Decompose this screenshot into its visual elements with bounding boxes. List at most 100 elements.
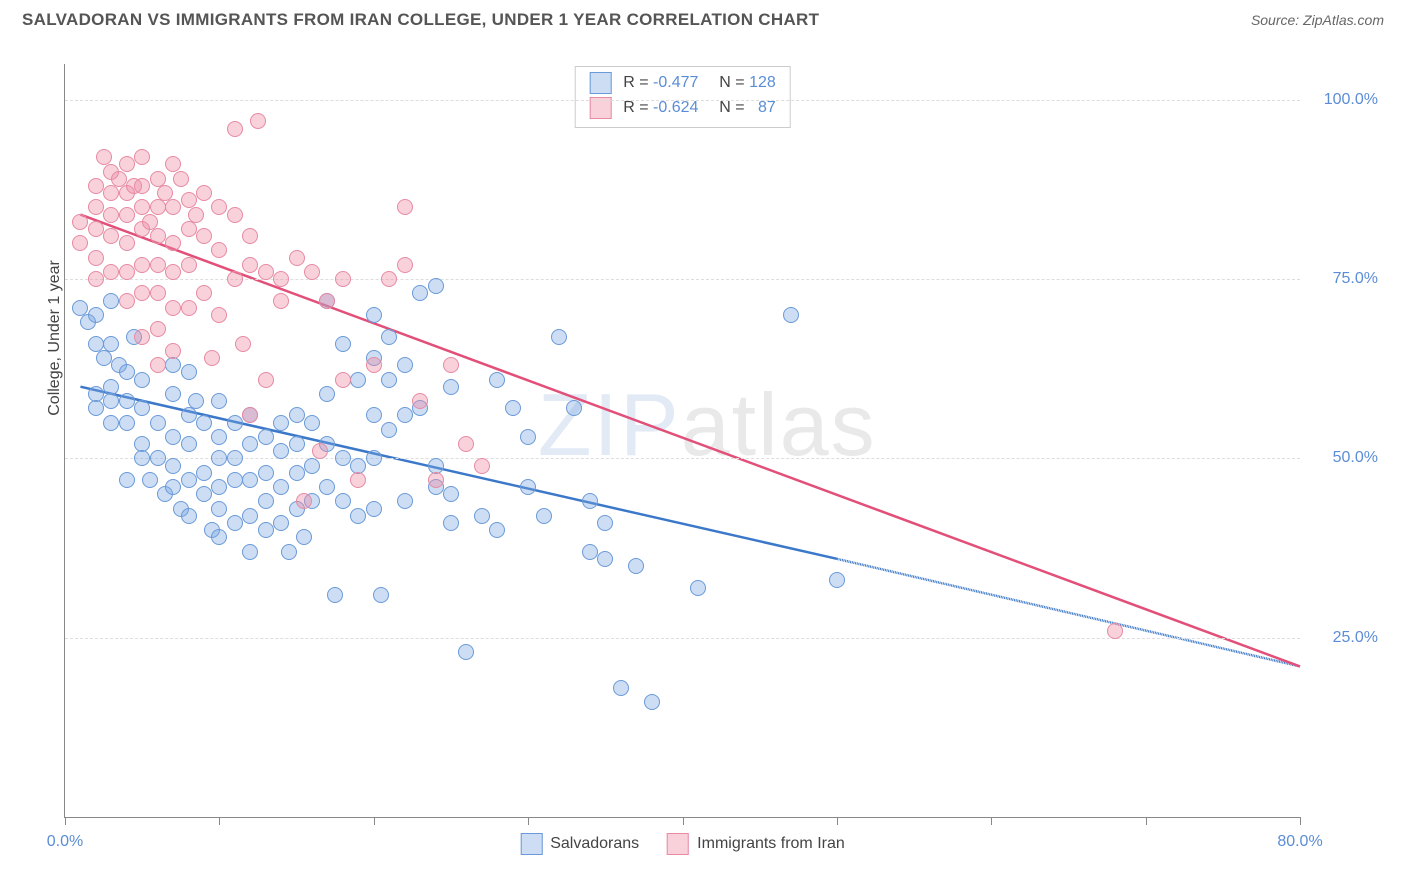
data-point-salvadorans [196,465,212,481]
data-point-salvadorans [273,515,289,531]
data-point-salvadorans [242,436,258,452]
data-point-salvadorans [165,386,181,402]
data-point-salvadorans [273,479,289,495]
data-point-salvadorans [335,336,351,352]
data-point-iran [196,285,212,301]
data-point-salvadorans [597,515,613,531]
data-point-iran [134,257,150,273]
data-point-salvadorans [211,501,227,517]
data-point-iran [289,250,305,266]
data-point-salvadorans [188,393,204,409]
data-point-iran [474,458,490,474]
x-tick [683,817,684,825]
y-tick-label: 100.0% [1308,91,1378,109]
data-point-salvadorans [335,450,351,466]
data-point-salvadorans [211,450,227,466]
data-point-salvadorans [381,422,397,438]
data-point-iran [150,321,166,337]
data-point-salvadorans [181,508,197,524]
data-point-salvadorans [327,587,343,603]
data-point-salvadorans [227,515,243,531]
data-point-salvadorans [443,379,459,395]
source-label: Source: ZipAtlas.com [1251,12,1384,28]
data-point-iran [134,285,150,301]
data-point-iran [250,113,266,129]
data-point-salvadorans [134,400,150,416]
gridline [65,458,1300,459]
chart-title: SALVADORAN VS IMMIGRANTS FROM IRAN COLLE… [22,10,819,30]
data-point-iran [366,357,382,373]
data-point-salvadorans [281,544,297,560]
data-point-salvadorans [165,357,181,373]
data-point-iran [428,472,444,488]
data-point-salvadorans [289,407,305,423]
data-point-salvadorans [489,372,505,388]
y-tick-label: 25.0% [1308,629,1378,647]
data-point-salvadorans [520,429,536,445]
data-point-iran [443,357,459,373]
data-point-salvadorans [134,372,150,388]
data-point-salvadorans [335,493,351,509]
data-point-iran [211,242,227,258]
data-point-salvadorans [227,472,243,488]
x-tick [837,817,838,825]
data-point-salvadorans [566,400,582,416]
data-point-salvadorans [397,407,413,423]
data-point-iran [165,199,181,215]
data-point-salvadorans [88,307,104,323]
data-point-salvadorans [783,307,799,323]
data-point-salvadorans [196,415,212,431]
data-point-salvadorans [458,644,474,660]
data-point-salvadorans [296,529,312,545]
data-point-iran [1107,623,1123,639]
data-point-iran [103,264,119,280]
legend-label-salvadorans: Salvadorans [550,835,639,853]
data-point-iran [88,221,104,237]
data-point-iran [211,307,227,323]
data-point-salvadorans [258,429,274,445]
data-point-salvadorans [181,407,197,423]
data-point-salvadorans [227,450,243,466]
data-point-iran [119,264,135,280]
data-point-salvadorans [373,587,389,603]
data-point-salvadorans [381,372,397,388]
data-point-iran [304,264,320,280]
data-point-salvadorans [273,415,289,431]
data-point-iran [88,250,104,266]
legend-item-salvadorans: Salvadorans [520,833,639,855]
data-point-salvadorans [134,450,150,466]
data-point-iran [381,271,397,287]
series-legend: Salvadorans Immigrants from Iran [520,833,845,855]
data-point-iran [319,293,335,309]
data-point-salvadorans [690,580,706,596]
data-point-salvadorans [142,472,158,488]
data-point-iran [173,171,189,187]
data-point-iran [88,178,104,194]
data-point-iran [188,207,204,223]
data-point-iran [412,393,428,409]
legend-label-iran: Immigrants from Iran [697,835,845,853]
data-point-salvadorans [165,429,181,445]
data-point-salvadorans [551,329,567,345]
data-point-salvadorans [536,508,552,524]
data-point-salvadorans [597,551,613,567]
data-point-iran [134,329,150,345]
data-point-salvadorans [350,372,366,388]
data-point-salvadorans [829,572,845,588]
data-point-salvadorans [96,350,112,366]
data-point-salvadorans [150,450,166,466]
data-point-salvadorans [366,450,382,466]
data-point-iran [335,372,351,388]
x-tick [1146,817,1147,825]
data-point-iran [181,257,197,273]
data-point-iran [296,493,312,509]
data-point-iran [242,228,258,244]
data-point-iran [119,156,135,172]
data-point-salvadorans [628,558,644,574]
data-point-salvadorans [366,501,382,517]
x-tick [991,817,992,825]
data-point-iran [134,178,150,194]
data-point-salvadorans [520,479,536,495]
data-point-salvadorans [258,493,274,509]
x-tick [1300,817,1301,825]
